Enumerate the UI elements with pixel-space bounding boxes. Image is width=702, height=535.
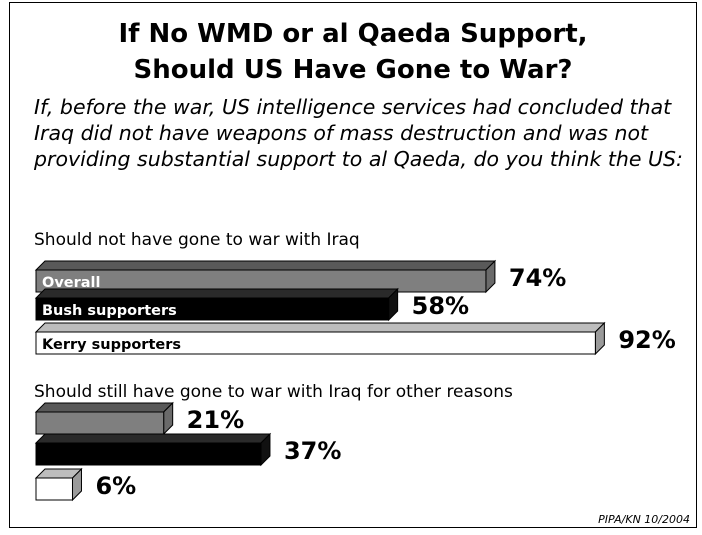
chart-frame xyxy=(9,2,697,528)
value-label-1-kerry: 6% xyxy=(95,472,136,500)
source-note: PIPA/KN 10/2004 xyxy=(598,513,690,526)
bar-top-1-overall xyxy=(34,402,174,413)
bar-1-kerry xyxy=(35,477,73,501)
value-label-1-bush: 37% xyxy=(284,437,341,465)
bar-top-0-bush xyxy=(34,288,399,299)
value-label-0-kerry: 92% xyxy=(618,326,675,354)
survey-question: If, before the war, US intelligence serv… xyxy=(34,95,683,171)
bar-top-0-kerry xyxy=(34,322,606,333)
bar-group-0-kerry: Kerry supporters 92% xyxy=(34,321,676,356)
group-label-not-war: Should not have gone to war with Iraq xyxy=(34,230,360,250)
bar-group-1-bush: 37% xyxy=(34,432,341,467)
bar-1-bush xyxy=(35,442,262,466)
bar-label-kerry: Kerry supporters xyxy=(42,337,181,353)
bar-group-1-overall: 21% xyxy=(34,401,244,436)
bar-label-bush: Bush supporters xyxy=(42,303,177,319)
value-label-0-bush: 58% xyxy=(412,292,469,320)
value-label-1-overall: 21% xyxy=(187,406,244,434)
bar-group-0-bush: Bush supporters 58% xyxy=(34,287,469,322)
bar-top-1-bush xyxy=(34,433,272,444)
group-label-still-war: Should still have gone to war with Iraq … xyxy=(34,382,513,402)
chart-title-line1: If No WMD or al Qaeda Support, xyxy=(118,19,588,49)
value-label-0-overall: 74% xyxy=(509,264,566,292)
chart-title-line2: Should US Have Gone to War? xyxy=(133,55,573,85)
bar-1-overall xyxy=(35,411,165,435)
bar-label-overall: Overall xyxy=(42,275,101,291)
bar-0-bush xyxy=(35,297,390,321)
bar-top-0-overall xyxy=(34,260,497,271)
bar-group-1-kerry: 6% xyxy=(34,467,136,502)
bar-group-0-overall: Overall 74% xyxy=(34,259,566,294)
bar-0-kerry xyxy=(35,331,596,355)
